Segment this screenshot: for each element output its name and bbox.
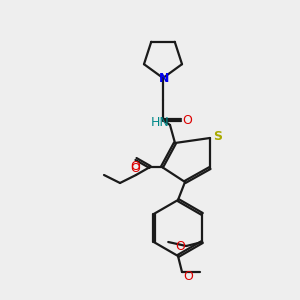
Text: O: O	[182, 113, 192, 127]
Text: S: S	[214, 130, 223, 142]
Text: O: O	[175, 239, 185, 253]
Text: N: N	[159, 71, 169, 85]
Text: HN: HN	[151, 116, 169, 130]
Text: O: O	[130, 160, 140, 172]
Text: O: O	[130, 163, 140, 176]
Text: O: O	[183, 269, 193, 283]
